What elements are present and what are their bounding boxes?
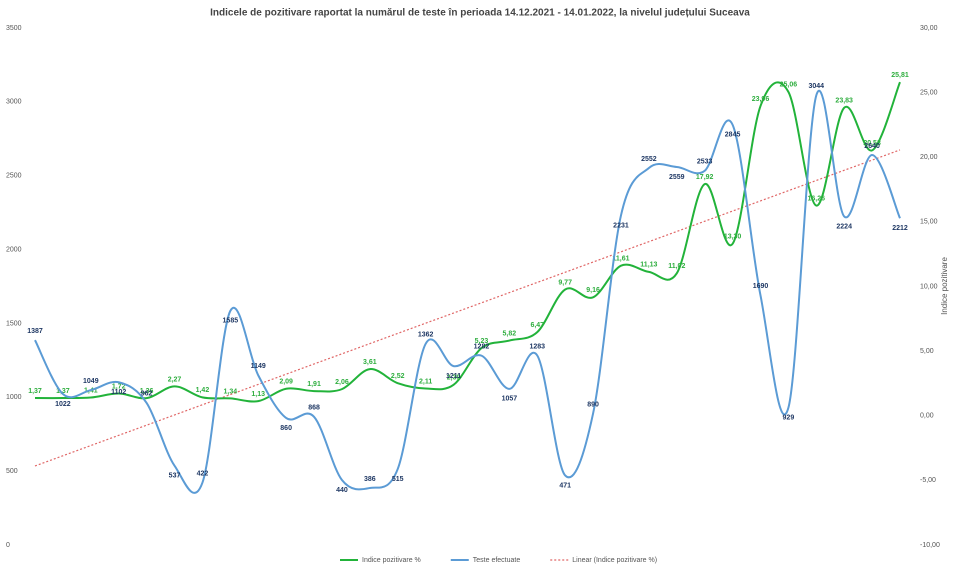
- y-tick-label: 1500: [6, 320, 22, 327]
- y2-tick-label: 20,00: [920, 154, 938, 161]
- data-label: 868: [308, 405, 320, 412]
- data-label: 440: [336, 487, 348, 494]
- data-label: 2,39: [447, 375, 461, 382]
- data-label: 3,61: [363, 359, 377, 366]
- data-label: 9,77: [558, 279, 572, 286]
- data-label: 1282: [474, 343, 490, 350]
- data-label: 1,37: [56, 388, 70, 395]
- data-label: 1283: [529, 343, 545, 350]
- data-label: 386: [364, 476, 376, 483]
- data-label: 1,91: [307, 381, 321, 388]
- data-label: 25,06: [780, 82, 798, 89]
- y-tick-label: 1000: [6, 394, 22, 401]
- data-label: 515: [392, 476, 404, 483]
- data-label: 1049: [83, 378, 99, 385]
- data-label: 2,27: [168, 376, 182, 383]
- y2-tick-label: 30,00: [920, 25, 938, 32]
- y-tick-label: 2000: [6, 246, 22, 253]
- y2-axis-label: Indice pozitivare: [940, 257, 949, 315]
- data-label: 471: [559, 482, 571, 489]
- data-label: 1,72: [112, 383, 126, 390]
- series-line: [34, 90, 901, 494]
- data-label: 9,16: [586, 287, 600, 294]
- data-label: 1690: [753, 283, 769, 290]
- data-label: 962: [141, 391, 153, 398]
- data-label: 11,02: [668, 263, 685, 270]
- y2-tick-label: 10,00: [920, 283, 938, 290]
- data-label: 1211: [446, 373, 461, 380]
- y2-tick-label: 0,00: [920, 413, 934, 420]
- data-label: 890: [587, 401, 599, 408]
- y-tick-label: 3500: [6, 25, 22, 32]
- data-label: 2,09: [279, 379, 293, 386]
- legend-label: Linear (Indice pozitivare %): [572, 557, 657, 564]
- data-label: 422: [197, 471, 209, 478]
- data-label: 1387: [27, 328, 43, 335]
- chart-title: Indicele de pozitivare raportat la număr…: [210, 8, 750, 19]
- data-label: 1585: [223, 318, 239, 325]
- data-label: 1,37: [28, 388, 42, 395]
- y-tick-label: 2500: [6, 173, 22, 180]
- y-tick-label: 0: [6, 542, 10, 549]
- data-label: 2559: [669, 174, 685, 181]
- data-label: 2,06: [335, 379, 349, 386]
- data-label: 1,36: [140, 388, 154, 395]
- data-label: 16,26: [808, 195, 826, 202]
- data-label: 1149: [251, 363, 266, 370]
- data-label: 1057: [502, 396, 518, 403]
- data-label: 2,52: [391, 373, 405, 380]
- legend-label: Teste efectuate: [473, 557, 521, 564]
- data-label: 929: [783, 415, 795, 422]
- data-label: 2845: [725, 132, 741, 139]
- data-label: 5,23: [475, 338, 489, 345]
- data-label: 2212: [892, 225, 908, 232]
- data-label: 2640: [864, 143, 880, 150]
- data-label: 17,92: [696, 174, 714, 181]
- data-label: 25,81: [891, 72, 909, 79]
- y2-tick-label: 15,00: [920, 219, 938, 226]
- data-label: 1,13: [251, 391, 265, 398]
- y-tick-label: 500: [6, 468, 18, 475]
- data-label: 2552: [641, 156, 657, 163]
- y-tick-label: 3000: [6, 99, 22, 106]
- data-label: 1022: [55, 401, 71, 408]
- y2-tick-label: -10,00: [920, 542, 940, 549]
- data-label: 860: [280, 425, 292, 432]
- data-label: 1,42: [196, 387, 210, 394]
- legend-label: Indice pozitivare %: [362, 557, 421, 564]
- data-label: 3044: [809, 83, 825, 90]
- data-label: 23,83: [835, 98, 853, 105]
- data-label: 537: [169, 473, 181, 480]
- data-label: 20,53: [863, 140, 881, 147]
- data-label: 2231: [613, 222, 629, 229]
- data-label: 2,11: [419, 378, 432, 385]
- data-label: 1,34: [224, 388, 238, 395]
- y2-tick-label: 25,00: [920, 89, 938, 96]
- data-label: 11,13: [640, 262, 657, 269]
- y2-tick-label: 5,00: [920, 348, 934, 355]
- data-label: 11,61: [612, 256, 629, 263]
- trendline: [34, 149, 901, 467]
- data-label: 2533: [697, 159, 713, 166]
- data-label: 1362: [418, 332, 434, 339]
- data-label: 13,30: [724, 234, 742, 241]
- data-label: 6,47: [530, 322, 544, 329]
- series-line: [34, 81, 901, 403]
- y2-tick-label: -5,00: [920, 477, 936, 484]
- data-label: 5,82: [503, 330, 517, 337]
- data-label: 2224: [836, 223, 852, 230]
- data-label: 1102: [111, 389, 126, 396]
- data-label: 23,96: [752, 96, 770, 103]
